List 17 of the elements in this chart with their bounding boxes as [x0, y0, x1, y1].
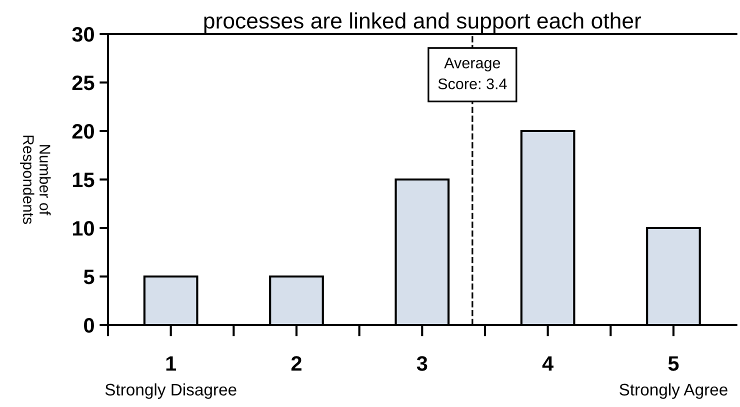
y-tick-label: 25 — [72, 76, 94, 90]
x-tick-label: 4 — [542, 356, 554, 371]
x-tick-label: 5 — [668, 356, 679, 371]
x-tick-label: 3 — [416, 356, 428, 371]
y-tick-label: 15 — [72, 172, 94, 188]
y-tick-label: 30 — [72, 27, 94, 42]
text: Strongly Disagree — [105, 383, 236, 399]
x-tick-label: 1 — [166, 356, 176, 371]
y-tick-label: 0 — [84, 318, 94, 333]
y-axis-title: Number of Respondents — [20, 136, 51, 224]
y-tick-label: 10 — [72, 221, 94, 236]
y-tick-label: 20 — [72, 124, 94, 139]
ref-line-label: Average Score: 3.4 — [438, 58, 507, 90]
text: Strongly Agree — [620, 383, 728, 399]
chart-title: processes are linked and support each other — [204, 12, 642, 34]
x-tick-label: 2 — [291, 356, 302, 371]
y-tick-label: 5 — [84, 270, 94, 284]
